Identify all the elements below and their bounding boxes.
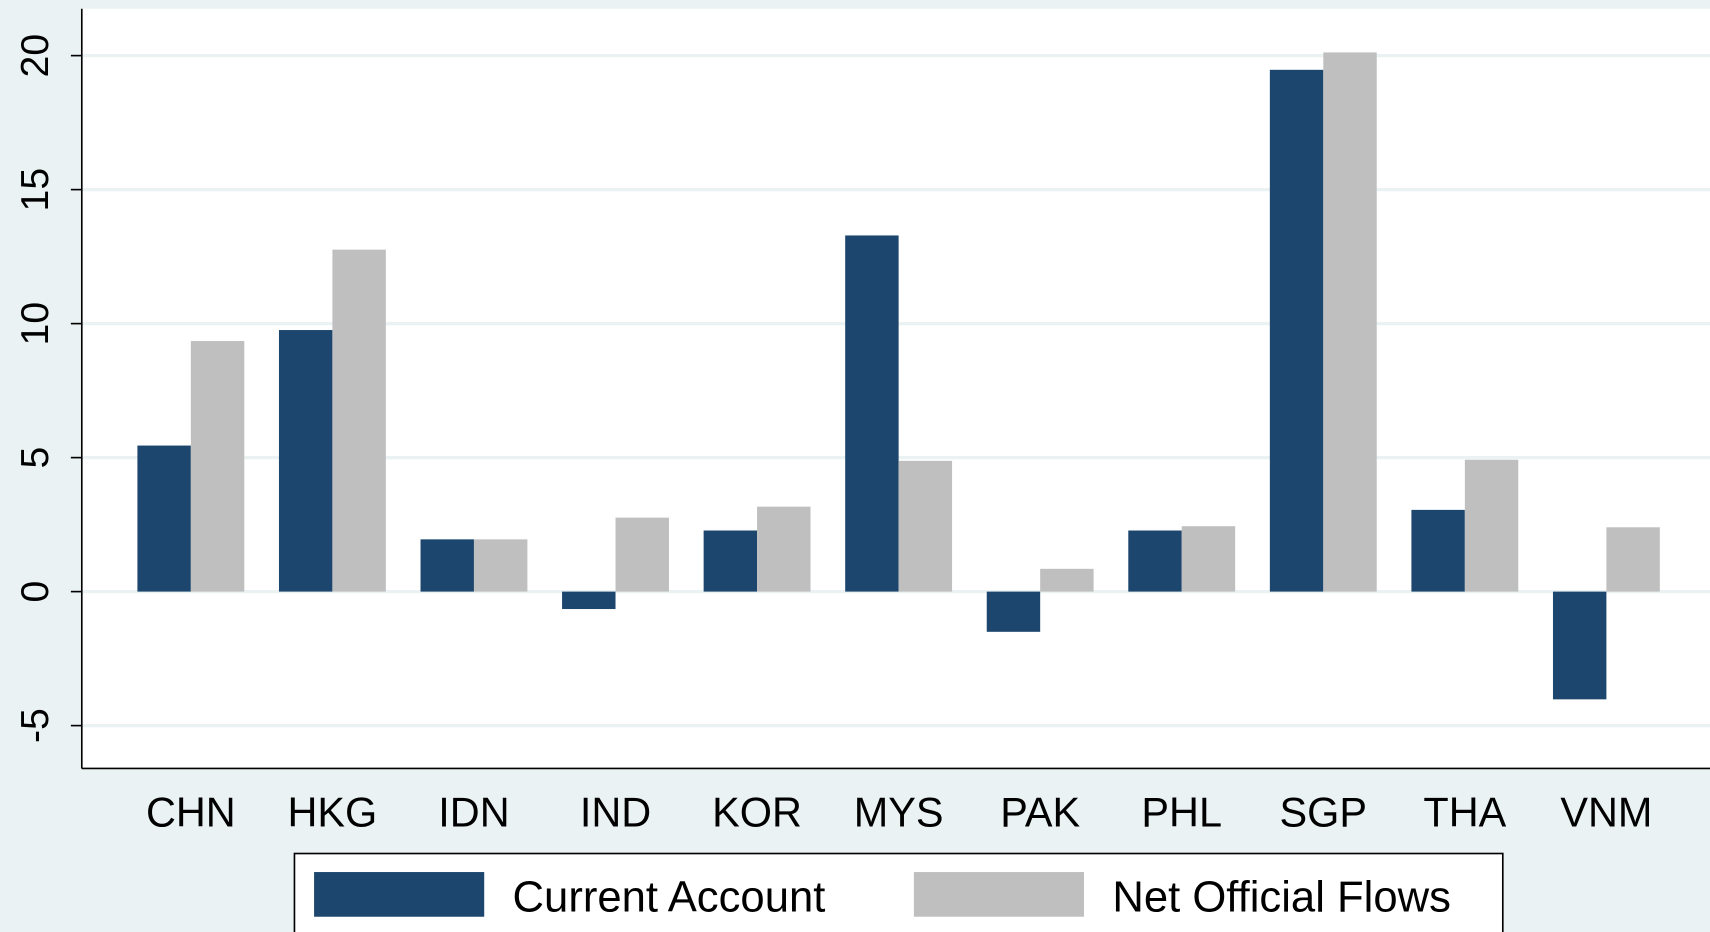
legend-label: Current Account — [513, 873, 826, 921]
legend — [293, 852, 1504, 932]
y-tick-label: 10 — [13, 302, 57, 346]
bar — [757, 506, 811, 592]
bar — [1040, 568, 1094, 592]
x-tick-label: SGP — [1280, 788, 1368, 835]
bar — [473, 539, 528, 592]
x-tick-label: THA — [1423, 788, 1506, 835]
y-tick-label: 5 — [13, 447, 57, 469]
y-tick-label: -5 — [13, 708, 57, 743]
x-tick-label: KOR — [712, 788, 802, 835]
bar — [615, 517, 669, 592]
y-tick-label: 20 — [13, 34, 57, 78]
x-tick-label: CHN — [146, 788, 236, 835]
bar — [332, 249, 386, 592]
y-tick-label: 0 — [13, 581, 57, 603]
bar — [898, 460, 953, 592]
x-tick-label: PHL — [1141, 788, 1222, 835]
x-tick-label: IDN — [438, 788, 509, 835]
legend-swatch — [314, 872, 485, 917]
bar — [420, 539, 474, 592]
bar — [278, 330, 333, 592]
legend-label: Net Official Flows — [1112, 873, 1451, 921]
x-tick-label: VNM — [1560, 788, 1652, 835]
bar — [1464, 459, 1519, 592]
bar — [986, 591, 1041, 632]
x-tick-label: HKG — [288, 788, 378, 835]
x-tick-label: PAK — [1000, 788, 1080, 835]
bar — [845, 235, 899, 592]
y-tick-label: 15 — [13, 168, 57, 212]
bar — [1606, 527, 1660, 592]
x-tick-label: MYS — [854, 788, 944, 835]
bar — [703, 530, 758, 592]
bar — [1411, 509, 1465, 592]
bar — [1181, 526, 1236, 592]
x-tick-label: IND — [580, 788, 651, 835]
legend-swatch — [913, 872, 1085, 917]
bar — [1269, 69, 1324, 592]
bar — [1552, 591, 1607, 700]
bar — [190, 341, 245, 592]
bar — [1323, 52, 1377, 592]
bar — [562, 591, 616, 610]
bar — [1128, 530, 1182, 592]
bar — [137, 445, 191, 592]
